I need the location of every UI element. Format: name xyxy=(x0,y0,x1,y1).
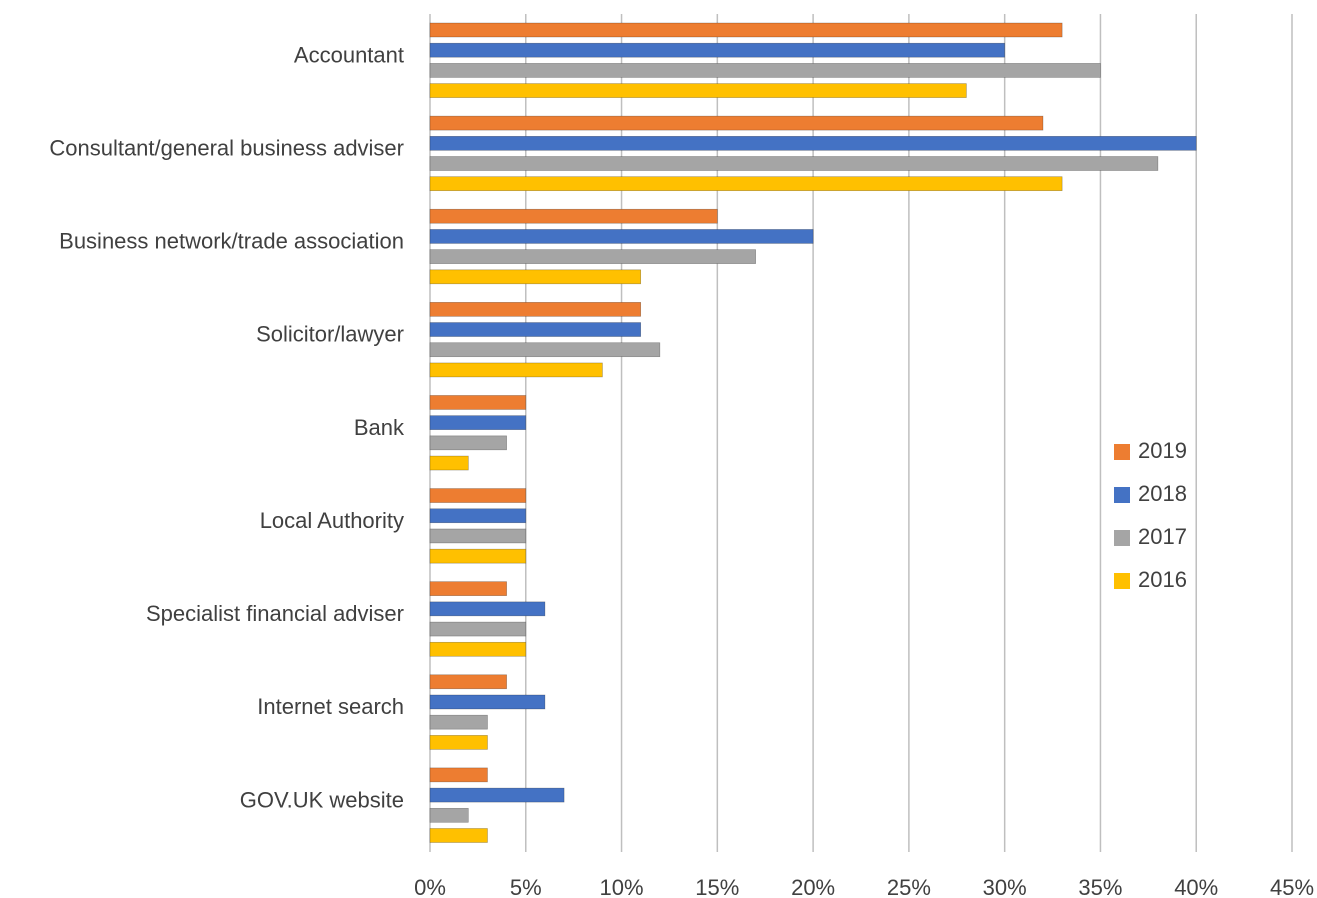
bar-2019-7 xyxy=(429,581,507,596)
bar-2017-1 xyxy=(429,63,1101,78)
x-tick-label: 20% xyxy=(791,875,835,898)
bar-2017-2 xyxy=(429,156,1159,171)
bar-2019-2 xyxy=(429,115,1044,131)
bar-2016-6 xyxy=(429,548,527,564)
bar-2016-3 xyxy=(429,269,642,285)
bar-2017-7 xyxy=(429,621,527,637)
bar-2017-3 xyxy=(429,249,756,264)
gridlines xyxy=(429,14,1293,852)
legend-label-2016: 2016 xyxy=(1138,567,1187,592)
x-tick-label: 45% xyxy=(1270,875,1314,898)
category-label: Solicitor/lawyer xyxy=(256,322,404,347)
legend-swatch-2018 xyxy=(1114,487,1130,503)
bar-2016-8 xyxy=(429,735,488,750)
category-label: Business network/trade association xyxy=(59,229,404,254)
bar-2017-9 xyxy=(429,807,469,823)
x-tick-label: 35% xyxy=(1078,875,1122,898)
bar-2019-6 xyxy=(429,488,527,503)
bar-2018-4 xyxy=(429,322,642,337)
category-label: Internet search xyxy=(257,694,404,719)
bar-2018-2 xyxy=(429,136,1197,151)
bar-2017-5 xyxy=(429,435,507,451)
category-label: Specialist financial adviser xyxy=(146,601,404,626)
bar-2018-6 xyxy=(429,508,527,524)
bar-2018-3 xyxy=(429,229,814,244)
x-tick-label: 10% xyxy=(600,875,644,898)
bar-2016-7 xyxy=(429,641,527,657)
bar-2016-1 xyxy=(429,83,967,98)
legend: 2019 2018 2017 2016 xyxy=(1114,438,1187,592)
bar-2017-6 xyxy=(429,528,527,544)
category-label: Accountant xyxy=(294,42,404,67)
bar-2018-5 xyxy=(429,415,527,430)
x-tick-label: 25% xyxy=(887,875,931,898)
x-tick-labels: 0% 5% 10% 15% 20% 25% 30% 35% 40% 45% xyxy=(414,875,1314,898)
x-tick-label: 5% xyxy=(510,875,542,898)
bar-2019-1 xyxy=(429,22,1063,38)
bar-2016-2 xyxy=(429,176,1063,192)
category-label: GOV.UK website xyxy=(240,787,404,812)
legend-swatch-2017 xyxy=(1114,530,1130,546)
bar-2019-8 xyxy=(429,674,507,690)
bars xyxy=(429,22,1197,843)
bar-2018-8 xyxy=(429,694,546,710)
bar-2017-4 xyxy=(429,342,661,358)
bar-2016-9 xyxy=(429,828,488,843)
legend-label-2019: 2019 xyxy=(1138,438,1187,463)
bar-2019-4 xyxy=(429,302,642,317)
bar-2018-9 xyxy=(429,787,565,803)
category-labels: Accountant Consultant/general business ad… xyxy=(49,42,405,812)
legend-swatch-2016 xyxy=(1114,573,1130,589)
bar-2018-7 xyxy=(429,601,546,617)
category-label: Bank xyxy=(354,415,405,440)
bar-2016-4 xyxy=(429,362,603,378)
category-label: Local Authority xyxy=(260,508,404,533)
bar-2018-1 xyxy=(429,42,1005,58)
legend-label-2018: 2018 xyxy=(1138,481,1187,506)
category-label: Consultant/general business adviser xyxy=(49,135,404,160)
bar-2016-5 xyxy=(429,455,469,471)
x-tick-label: 40% xyxy=(1174,875,1218,898)
bar-2019-3 xyxy=(429,208,718,224)
legend-label-2017: 2017 xyxy=(1138,524,1187,549)
bar-2017-8 xyxy=(429,714,488,730)
x-tick-label: 15% xyxy=(695,875,739,898)
bar-2019-9 xyxy=(429,767,488,783)
bar-2019-5 xyxy=(429,395,527,410)
x-tick-label: 0% xyxy=(414,875,446,898)
legend-swatch-2019 xyxy=(1114,444,1130,460)
x-tick-label: 30% xyxy=(983,875,1027,898)
